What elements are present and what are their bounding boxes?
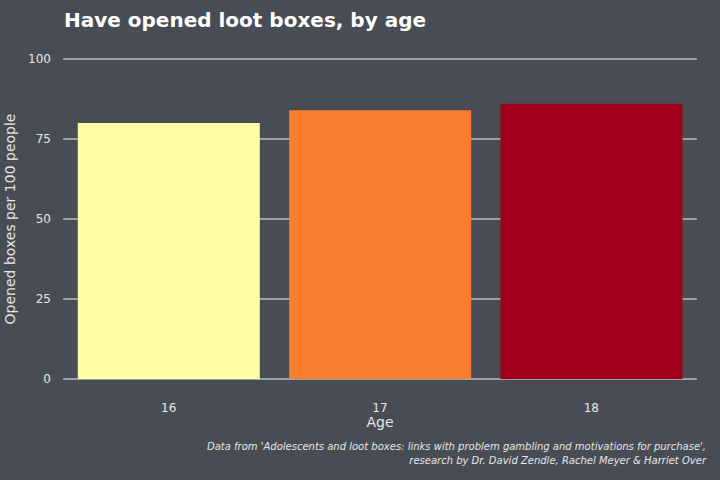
svg-text:Opened boxes per 100 people: Opened boxes per 100 people bbox=[8, 114, 18, 325]
svg-text:Age: Age bbox=[366, 414, 393, 430]
svg-text:0: 0 bbox=[43, 372, 51, 386]
svg-text:50: 50 bbox=[36, 212, 51, 226]
svg-text:25: 25 bbox=[36, 292, 51, 306]
svg-text:75: 75 bbox=[36, 132, 51, 146]
html-text:Have opened loot boxes, by age: Have opened loot boxes, by age bbox=[64, 8, 426, 32]
svg-text:17: 17 bbox=[372, 401, 387, 415]
svg-text:16: 16 bbox=[161, 401, 176, 415]
svg-text:18: 18 bbox=[584, 401, 599, 415]
html-text:Data from 'Adolescents and loo: Data from 'Adolescents and loot boxes: l… bbox=[207, 441, 706, 452]
html-text:research by Dr. David Zendle,: research by Dr. David Zendle, Rachel Mey… bbox=[409, 455, 706, 466]
svg-text:100: 100 bbox=[28, 52, 51, 66]
